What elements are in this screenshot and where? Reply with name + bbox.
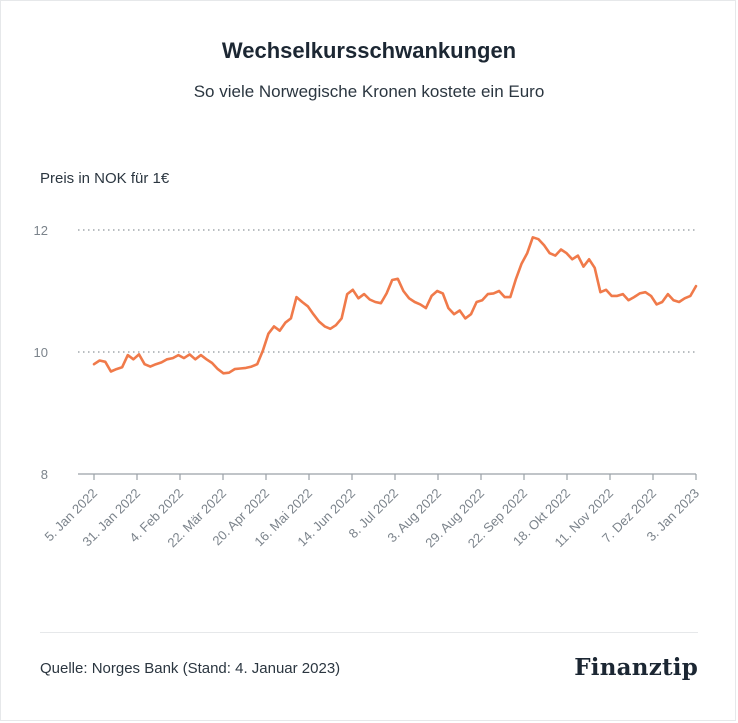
footer-divider bbox=[40, 632, 698, 633]
y-tick-label: 12 bbox=[34, 223, 48, 238]
source-note: Quelle: Norges Bank (Stand: 4. Januar 20… bbox=[40, 660, 341, 677]
chart-subtitle: So viele Norwegische Kronen kostete ein … bbox=[193, 82, 545, 101]
series-layer bbox=[92, 236, 698, 375]
chart-title: Wechselkursschwankungen bbox=[221, 38, 517, 63]
series-line-0 bbox=[92, 236, 698, 375]
finanztip-logo: Finanztip bbox=[574, 654, 698, 681]
gridlines: 8 10 12 bbox=[34, 223, 696, 482]
y-tick-label: 10 bbox=[34, 345, 48, 360]
y-tick-label: 8 bbox=[41, 467, 48, 482]
y-axis-label: Preis in NOK für 1€ bbox=[40, 170, 170, 187]
